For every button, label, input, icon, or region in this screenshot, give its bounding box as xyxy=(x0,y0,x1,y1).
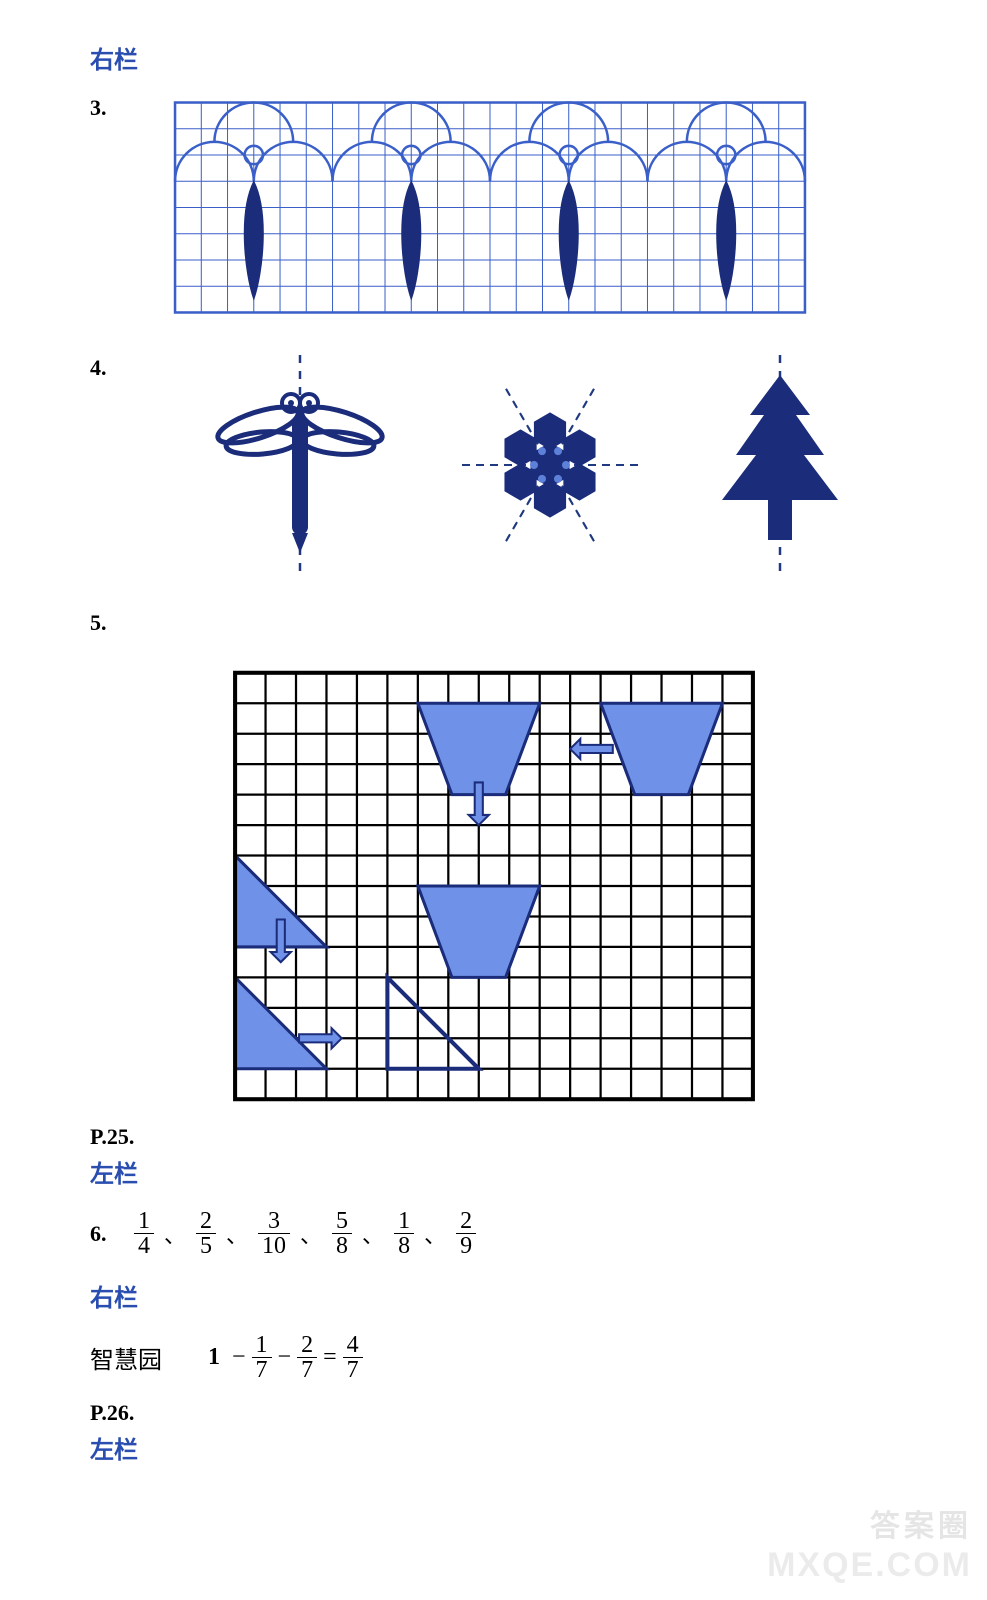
q5-number: 5. xyxy=(90,610,130,636)
q4-number: 4. xyxy=(90,355,130,381)
q6-number: 6. xyxy=(90,1221,130,1247)
q6-frac-5: 29 xyxy=(456,1209,476,1258)
eq-frac-b: 27 xyxy=(297,1333,317,1382)
watermark-cn: 答案圈 xyxy=(870,1501,972,1545)
eq-frac-r: 47 xyxy=(343,1333,363,1382)
p26-label: P.26. xyxy=(90,1400,897,1426)
q3-number: 3. xyxy=(90,95,130,121)
eq-minus-1: − xyxy=(232,1344,246,1371)
eq-equals: = xyxy=(323,1344,337,1371)
wisdom-label: 智慧园 xyxy=(90,1340,162,1375)
q4-row: 4. xyxy=(90,355,897,580)
q6-sep: 、 xyxy=(362,1223,384,1248)
q5-row: 5. xyxy=(90,610,897,636)
right-col-heading: 右栏 xyxy=(90,40,897,75)
left-col-heading-2: 左栏 xyxy=(90,1430,897,1465)
p25-label: P.25. xyxy=(90,1124,897,1150)
q6-frac-4: 18 xyxy=(394,1209,414,1258)
left-col-heading-1: 左栏 xyxy=(90,1154,897,1189)
q6-fraction-list: 14 、 25 、 310 、 58 、 18 、 29 xyxy=(134,1209,476,1258)
q6-sep: 、 xyxy=(226,1223,248,1248)
wisdom-row: 智慧园 1 − 17 − 27 = 47 xyxy=(90,1333,897,1382)
q3-figure-wrap xyxy=(170,95,810,325)
q4-figure-wrap xyxy=(170,355,890,580)
q6-frac-3: 58 xyxy=(332,1209,352,1258)
q6-sep: 、 xyxy=(300,1223,322,1248)
q6-frac-0: 14 xyxy=(134,1209,154,1258)
watermark-en: MXQE.COM xyxy=(767,1546,972,1585)
eq-minus-2: − xyxy=(278,1344,292,1371)
q6-frac-1: 25 xyxy=(196,1209,216,1258)
q6-sep: 、 xyxy=(424,1223,446,1248)
q6-row: 6. 14 、 25 、 310 、 58 、 18 、 29 xyxy=(90,1209,897,1258)
eq-one: 1 xyxy=(208,1344,220,1371)
q5-figure-outer xyxy=(90,666,897,1106)
eq-frac-a: 17 xyxy=(252,1333,272,1382)
q3-row: 3. xyxy=(90,95,897,325)
right-col-heading-2: 右栏 xyxy=(90,1278,897,1313)
figure-4-svg xyxy=(170,355,890,575)
figure-5-svg xyxy=(229,666,759,1106)
q6-sep: 、 xyxy=(164,1223,186,1248)
q6-frac-2: 310 xyxy=(258,1209,290,1258)
figure-3-svg xyxy=(170,95,810,320)
